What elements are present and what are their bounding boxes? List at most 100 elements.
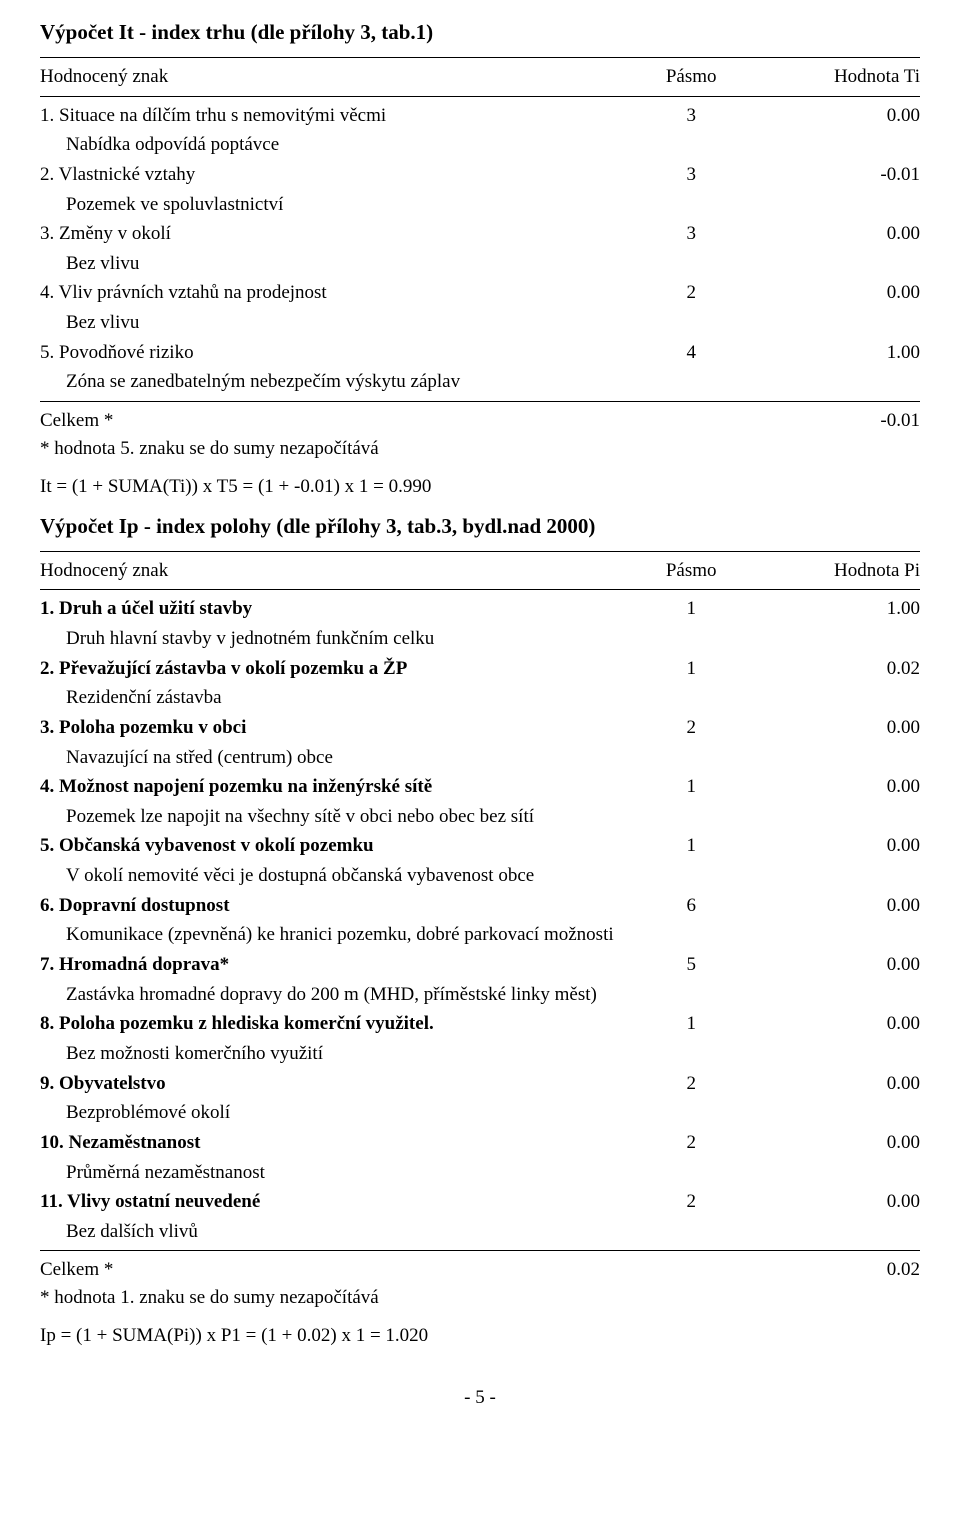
section2-footnote: * hodnota 1. znaku se do sumy nezapočítá… (40, 1287, 920, 1309)
row-band: 2 (638, 1187, 744, 1217)
row-band: 1 (638, 831, 744, 861)
row-label: 9. Obyvatelstvo (40, 1069, 638, 1099)
row-value: 0.02 (744, 654, 920, 684)
row-desc: Druh hlavní stavby v jednotném funkčním … (40, 626, 920, 652)
header-pasmo: Pásmo (638, 556, 744, 586)
divider (40, 96, 920, 97)
table-row: 5. Občanská vybavenost v okolí pozemku10… (40, 831, 920, 861)
row-desc: Průměrná nezaměstnanost (40, 1160, 920, 1186)
row-desc: Bez vlivu (40, 251, 920, 277)
row-label: 3. Změny v okolí (40, 219, 638, 249)
row-desc: Zastávka hromadné dopravy do 200 m (MHD,… (40, 982, 920, 1008)
row-value: 0.00 (744, 891, 920, 921)
row-band: 3 (638, 160, 744, 190)
row-band: 3 (638, 219, 744, 249)
table-row-desc: Pozemek ve spoluvlastnictví (40, 190, 920, 220)
table-row: 3. Poloha pozemku v obci20.00 (40, 713, 920, 743)
row-label: 3. Poloha pozemku v obci (40, 713, 638, 743)
row-label: 4. Možnost napojení pozemku na inženýrsk… (40, 772, 638, 802)
row-desc: Pozemek lze napojit na všechny sítě v ob… (40, 804, 920, 830)
table-row-desc: Navazující na střed (centrum) obce (40, 743, 920, 773)
section2-header-table: Hodnocený znak Pásmo Hodnota Pi (40, 556, 920, 586)
row-desc: Nabídka odpovídá poptávce (40, 132, 920, 158)
table-row: 2. Vlastnické vztahy3-0.01 (40, 160, 920, 190)
row-band: 2 (638, 1069, 744, 1099)
section1-rows: 1. Situace na dílčím trhu s nemovitými v… (40, 101, 920, 397)
row-band: 2 (638, 1128, 744, 1158)
row-label: 2. Převažující zástavba v okolí pozemku … (40, 654, 638, 684)
table-row: 1. Druh a účel užití stavby11.00 (40, 594, 920, 624)
header-hodnota: Hodnota Pi (744, 556, 920, 586)
row-desc: Komunikace (zpevněná) ke hranici pozemku… (40, 922, 920, 948)
total-band (638, 1255, 744, 1285)
table-row-desc: Bezproblémové okolí (40, 1098, 920, 1128)
row-desc: Navazující na střed (centrum) obce (40, 745, 920, 771)
table-row-desc: Pozemek lze napojit na všechny sítě v ob… (40, 802, 920, 832)
row-value: 0.00 (744, 278, 920, 308)
row-value: 0.00 (744, 950, 920, 980)
row-label: 6. Dopravní dostupnost (40, 891, 638, 921)
total-val: -0.01 (744, 406, 920, 436)
row-value: 0.00 (744, 101, 920, 131)
section2-total: Celkem * 0.02 (40, 1255, 920, 1285)
row-value: 1.00 (744, 338, 920, 368)
header-znak: Hodnocený znak (40, 62, 638, 92)
row-value: 0.00 (744, 1128, 920, 1158)
row-value: 0.00 (744, 772, 920, 802)
row-label: 1. Druh a účel užití stavby (40, 594, 638, 624)
row-band: 3 (638, 101, 744, 131)
header-znak: Hodnocený znak (40, 556, 638, 586)
header-hodnota: Hodnota Ti (744, 62, 920, 92)
row-value: -0.01 (744, 160, 920, 190)
table-row-desc: Bez vlivu (40, 308, 920, 338)
row-band: 1 (638, 1009, 744, 1039)
table-row: 8. Poloha pozemku z hlediska komerční vy… (40, 1009, 920, 1039)
table-row-desc: Průměrná nezaměstnanost (40, 1158, 920, 1188)
section2-rows: 1. Druh a účel užití stavby11.00Druh hla… (40, 594, 920, 1246)
table-row: 6. Dopravní dostupnost60.00 (40, 891, 920, 921)
row-value: 0.00 (744, 713, 920, 743)
table-row-desc: Bez dalších vlivů (40, 1217, 920, 1247)
row-label: 7. Hromadná doprava* (40, 950, 638, 980)
table-row-desc: Bez vlivu (40, 249, 920, 279)
row-value: 0.00 (744, 1187, 920, 1217)
row-label: 2. Vlastnické vztahy (40, 160, 638, 190)
row-band: 1 (638, 594, 744, 624)
row-band: 2 (638, 278, 744, 308)
row-band: 1 (638, 654, 744, 684)
table-row-desc: Zóna se zanedbatelným nebezpečím výskytu… (40, 367, 920, 397)
row-band: 2 (638, 713, 744, 743)
divider (40, 1250, 920, 1251)
table-row-desc: Zastávka hromadné dopravy do 200 m (MHD,… (40, 980, 920, 1010)
section1-header-table: Hodnocený znak Pásmo Hodnota Ti (40, 62, 920, 92)
total-label: Celkem * (40, 1255, 638, 1285)
header-pasmo: Pásmo (638, 62, 744, 92)
table-row-desc: Nabídka odpovídá poptávce (40, 130, 920, 160)
table-row-desc: Rezidenční zástavba (40, 683, 920, 713)
total-val: 0.02 (744, 1255, 920, 1285)
table-row: 4. Vliv právních vztahů na prodejnost20.… (40, 278, 920, 308)
row-value: 0.00 (744, 831, 920, 861)
section2-formula: Ip = (1 + SUMA(Pi)) x P1 = (1 + 0.02) x … (40, 1325, 920, 1347)
total-label: Celkem * (40, 406, 638, 436)
table-row: 3. Změny v okolí30.00 (40, 219, 920, 249)
row-label: 10. Nezaměstnanost (40, 1128, 638, 1158)
table-row: 2. Převažující zástavba v okolí pozemku … (40, 654, 920, 684)
row-desc: Bezproblémové okolí (40, 1100, 920, 1126)
row-desc: V okolí nemovité věci je dostupná občans… (40, 863, 920, 889)
divider (40, 57, 920, 58)
section2-title: Výpočet Ip - index polohy (dle přílohy 3… (40, 514, 920, 539)
section1-footnote: * hodnota 5. znaku se do sumy nezapočítá… (40, 438, 920, 460)
row-desc: Pozemek ve spoluvlastnictví (40, 192, 920, 218)
table-row: 10. Nezaměstnanost20.00 (40, 1128, 920, 1158)
row-label: 8. Poloha pozemku z hlediska komerční vy… (40, 1009, 638, 1039)
table-row: 11. Vlivy ostatní neuvedené20.00 (40, 1187, 920, 1217)
row-desc: Rezidenční zástavba (40, 685, 920, 711)
row-band: 6 (638, 891, 744, 921)
divider (40, 401, 920, 402)
row-band: 5 (638, 950, 744, 980)
row-desc: Bez vlivu (40, 310, 920, 336)
row-label: 5. Povodňové riziko (40, 338, 638, 368)
section1-formula: It = (1 + SUMA(Ti)) x T5 = (1 + -0.01) x… (40, 476, 920, 498)
row-band: 1 (638, 772, 744, 802)
